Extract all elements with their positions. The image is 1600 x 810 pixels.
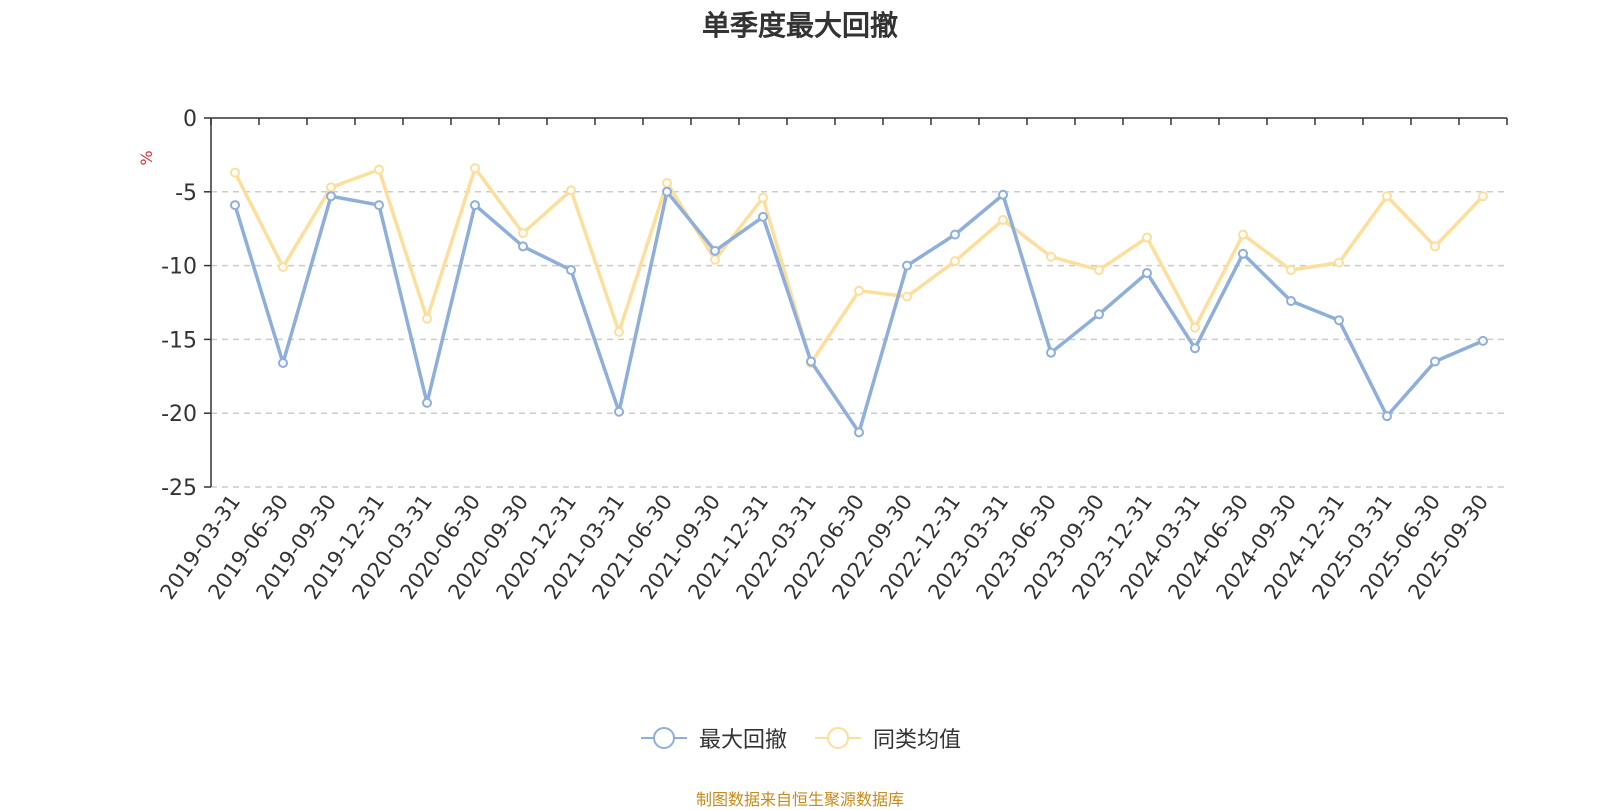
data-point bbox=[326, 191, 336, 202]
legend: 最大回撤 同类均值 bbox=[0, 722, 1600, 754]
y-tick-label: 0 bbox=[183, 107, 197, 132]
data-point bbox=[614, 406, 624, 417]
legend-item-peer-average[interactable]: 同类均值 bbox=[813, 722, 961, 754]
data-point bbox=[422, 397, 432, 408]
data-point bbox=[1046, 347, 1056, 358]
data-point bbox=[1382, 191, 1392, 202]
data-point bbox=[1430, 356, 1440, 367]
y-tick-label: -10 bbox=[161, 255, 197, 280]
data-point bbox=[1478, 335, 1488, 346]
data-point bbox=[710, 245, 720, 256]
y-tick-labels: 0 -5 -10 -15 -20 -25 bbox=[161, 107, 197, 501]
series-peer-average bbox=[230, 163, 1488, 369]
legend-marker-max-drawdown bbox=[640, 727, 687, 749]
data-point bbox=[278, 262, 288, 273]
data-point bbox=[518, 228, 528, 239]
legend-label-peer-average: 同类均值 bbox=[873, 728, 962, 753]
data-point bbox=[998, 189, 1008, 200]
chart-title: 单季度最大回撤 bbox=[701, 9, 898, 42]
axes bbox=[204, 117, 1508, 488]
data-point bbox=[854, 285, 864, 296]
data-point bbox=[1478, 191, 1488, 202]
data-point bbox=[470, 200, 480, 211]
data-point bbox=[1190, 343, 1200, 354]
data-point bbox=[1046, 251, 1056, 262]
data-point bbox=[998, 214, 1008, 225]
data-point bbox=[902, 291, 912, 302]
data-point bbox=[1286, 296, 1296, 307]
data-point bbox=[326, 182, 336, 193]
data-point bbox=[278, 358, 288, 369]
data-point bbox=[662, 177, 672, 188]
data-point bbox=[1238, 229, 1248, 240]
data-point bbox=[1334, 315, 1344, 326]
data-point bbox=[374, 200, 384, 211]
data-point bbox=[950, 256, 960, 267]
data-point bbox=[566, 265, 576, 276]
y-tick-label: -15 bbox=[161, 328, 197, 353]
data-point bbox=[1094, 309, 1104, 320]
data-point bbox=[1286, 265, 1296, 276]
data-point bbox=[614, 327, 624, 338]
data-point bbox=[1334, 257, 1344, 268]
data-point bbox=[710, 254, 720, 265]
data-point bbox=[422, 313, 432, 324]
data-point bbox=[1238, 248, 1248, 259]
data-point bbox=[374, 164, 384, 175]
data-point bbox=[1382, 411, 1392, 422]
series-max-drawdown bbox=[230, 186, 1488, 438]
data-point bbox=[758, 211, 768, 222]
series-line bbox=[233, 190, 1484, 435]
data-point bbox=[470, 163, 480, 174]
x-tick-labels: 2019-03-312019-06-302019-09-302019-12-31… bbox=[155, 490, 1493, 604]
series-lines bbox=[230, 163, 1488, 438]
data-point bbox=[758, 192, 768, 203]
data-point bbox=[1094, 265, 1104, 276]
y-axis-unit-label: % bbox=[137, 150, 156, 165]
data-point bbox=[230, 167, 240, 178]
data-point bbox=[1430, 241, 1440, 252]
data-point bbox=[662, 186, 672, 197]
legend-item-max-drawdown[interactable]: 最大回撤 bbox=[639, 722, 787, 754]
grid-lines bbox=[211, 191, 1507, 488]
data-point bbox=[1190, 322, 1200, 333]
data-point bbox=[566, 185, 576, 196]
data-point bbox=[950, 229, 960, 240]
y-tick-label: -5 bbox=[175, 181, 197, 206]
data-point bbox=[518, 241, 528, 252]
y-tick-label: -25 bbox=[161, 476, 197, 501]
legend-label-max-drawdown: 最大回撤 bbox=[698, 728, 787, 753]
data-point bbox=[1142, 267, 1152, 278]
data-point bbox=[806, 356, 816, 367]
data-point bbox=[902, 260, 912, 271]
data-point bbox=[230, 200, 240, 211]
data-point bbox=[854, 427, 864, 438]
y-tick-label: -20 bbox=[161, 402, 197, 427]
legend-marker-peer-average bbox=[815, 727, 861, 749]
data-point bbox=[1142, 232, 1152, 243]
source-note: 制图数据来自恒生聚源数据库 bbox=[695, 790, 904, 809]
